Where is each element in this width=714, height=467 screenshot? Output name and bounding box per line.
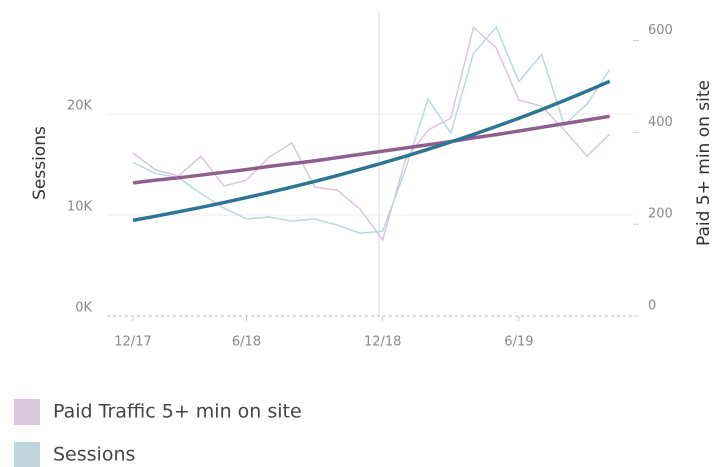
x-tick-label: 12/17 (114, 335, 151, 350)
trend-line (132, 114, 610, 185)
y-tick-label: 0K (75, 301, 92, 316)
legend-swatch (14, 442, 40, 467)
series-line (132, 25, 611, 242)
y2-tick-label: 200 (648, 207, 673, 222)
legend-label: Sessions (53, 444, 135, 466)
y2-tick-label: 600 (648, 23, 673, 38)
x-tick-label: 12/18 (364, 335, 401, 350)
y2-tick-label: 400 (648, 115, 673, 130)
y2-axis-title: Paid 5+ min on site (694, 80, 714, 246)
y-tick-label: 20K (67, 99, 93, 114)
series-line (132, 25, 611, 234)
x-tick-label: 6/19 (504, 335, 533, 350)
x-tick-label: 6/18 (232, 335, 261, 350)
trend-line (132, 79, 611, 223)
y-tick-label: 10K (67, 200, 93, 215)
y2-tick-label: 0 (648, 299, 656, 314)
y-axis-title: Sessions (30, 126, 50, 200)
legend-label: Paid Traffic 5+ min on site (53, 401, 302, 423)
legend-swatch (14, 399, 40, 425)
